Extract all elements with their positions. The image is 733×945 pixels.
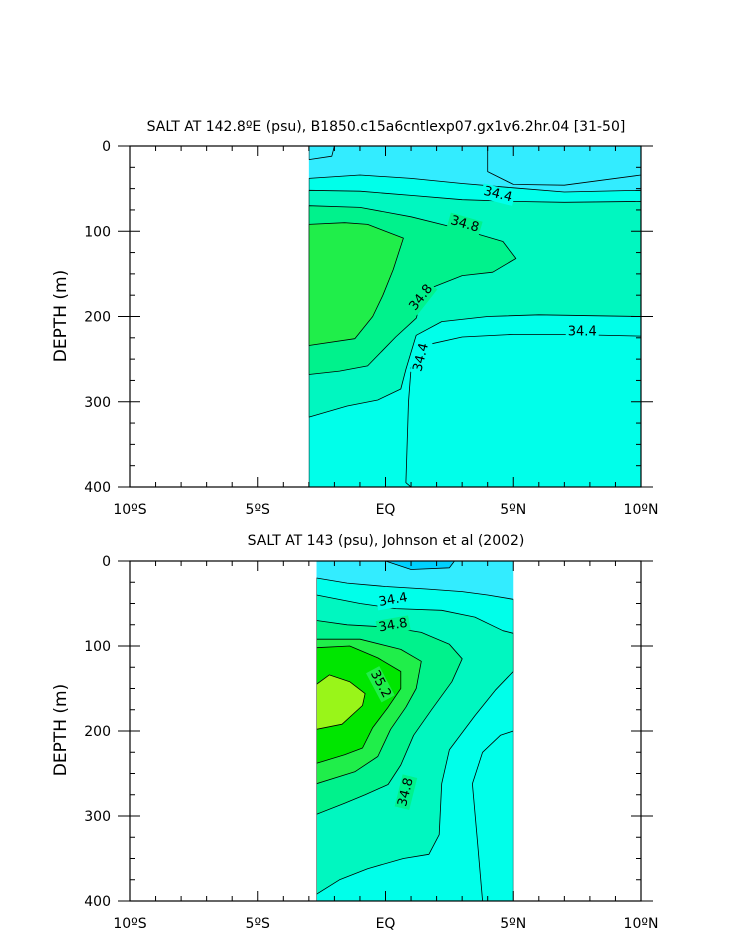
model-y-tick-label: 0 [102, 139, 111, 155]
model-contour-label-3: 34.4 [410, 342, 432, 374]
obs-x-tick-label: 10ºS [113, 916, 146, 932]
model-x-tick-label: 5ºN [500, 502, 526, 518]
model-x-tick-label: 10ºS [113, 502, 146, 518]
panel-observations-title: SALT AT 143 (psu), Johnson et al (2002) [248, 533, 525, 549]
panel-model-title: SALT AT 142.8ºE (psu), B1850.c15a6cntlex… [147, 119, 626, 135]
obs-contour-label-1: 34.8 [378, 616, 409, 636]
model-x-tick-label: 5ºS [246, 502, 271, 518]
model-contour-region-35.0-3 [308, 222, 404, 346]
model-y-tick-label: 300 [84, 395, 111, 411]
model-contour-label-4: 34.4 [568, 324, 597, 339]
obs-y-tick-label: 100 [84, 639, 111, 655]
model-y-tick-label: 400 [84, 480, 111, 496]
obs-x-tick-label: EQ [376, 916, 396, 932]
panel-model-y-axis-label: DEPTH (m) [51, 270, 71, 362]
obs-y-tick-label: 200 [84, 724, 111, 740]
obs-contour-region-34.0-0 [385, 561, 455, 570]
obs-contour-label-0: 34.4 [378, 590, 409, 610]
obs-x-tick-label: 5ºS [246, 916, 271, 932]
model-x-tick-label: 10ºN [624, 502, 659, 518]
model-y-tick-label: 200 [84, 310, 111, 326]
panel-model: SALT AT 142.8ºE (psu), B1850.c15a6cntlex… [51, 119, 658, 518]
panel-observations-y-axis-label: DEPTH (m) [51, 684, 71, 776]
obs-y-tick-label: 400 [84, 894, 111, 910]
model-contour-region-34.2-5 [308, 146, 335, 161]
model-contour-region-34.2-4 [487, 146, 641, 186]
obs-x-tick-label: 5ºN [500, 916, 526, 932]
model-y-tick-label: 100 [84, 224, 111, 240]
obs-contour-region-35.4-6 [316, 674, 366, 730]
obs-contour-label-3: 34.8 [395, 776, 417, 808]
obs-y-tick-label: 0 [102, 554, 111, 570]
model-x-tick-label: EQ [376, 502, 396, 518]
panel-observations: SALT AT 143 (psu), Johnson et al (2002) … [51, 533, 658, 932]
model-contour-label-0: 34.4 [482, 184, 514, 206]
obs-x-tick-label: 10ºN [624, 916, 659, 932]
obs-y-tick-label: 300 [84, 809, 111, 825]
